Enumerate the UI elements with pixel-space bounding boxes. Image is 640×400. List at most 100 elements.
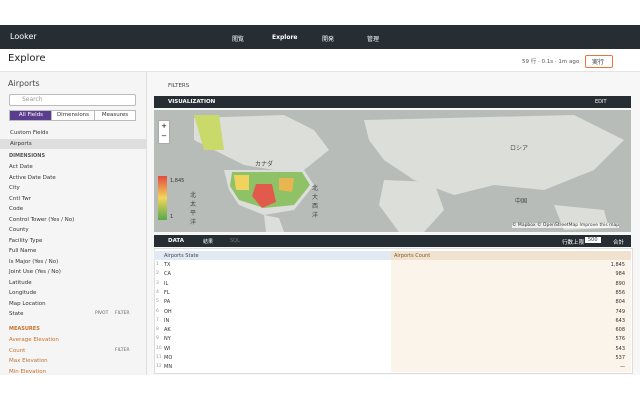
nav-menu-item[interactable]: 開発 [322,36,335,43]
explore-name: Airports [8,79,40,88]
explore-header [0,49,640,72]
totals-checkbox[interactable]: 合計 [613,240,625,246]
row-number: 5 [156,299,159,305]
measure-field[interactable]: Average Elevation [9,337,59,343]
measure-field[interactable]: Min Elevation [9,368,47,375]
map-attribution: © Mapbox © OpenStreetMap Improve this ma… [512,223,620,228]
dimension-field[interactable]: Cntl Twr [9,195,31,202]
state-cell: WI [164,345,171,352]
state-cell: FL [164,289,170,296]
dimension-field[interactable]: City [9,185,20,191]
field-tab[interactable]: Measures [94,110,136,121]
measure-column-bg [391,260,631,372]
run-button[interactable] [585,55,613,68]
dimension-field[interactable]: Map Location [9,300,46,307]
row-number: 1 [156,262,159,267]
data-tab[interactable]: 結果 [203,239,214,245]
edit-button[interactable]: EDIT [595,99,607,105]
count-cell: 804 [615,299,625,306]
count-cell: 543 [615,345,625,352]
data-label[interactable]: DATA [168,238,184,244]
column-header: Airports Count [394,253,431,259]
map-label: ロシア [510,145,529,152]
map-label: 北大西洋 [312,185,322,219]
state-cell: IN [164,317,170,324]
row-limit-input[interactable]: 500 [585,237,601,243]
data-tab[interactable]: SQL [230,238,240,244]
measure-field[interactable]: Max Elevation [9,358,48,364]
field-group[interactable]: Airports [10,141,32,147]
map [154,110,631,232]
dimension-field[interactable]: Code [9,206,24,212]
logo: Looker [10,32,37,41]
row-number: 10 [156,345,162,351]
row-number: 7 [156,317,159,323]
nav-menu-item[interactable]: Explore [272,34,298,41]
dimension-field[interactable]: Facility Type [9,237,43,244]
count-cell: 749 [615,308,625,315]
map-label: 北太平洋 [190,192,200,226]
dimension-field[interactable]: State [9,311,24,317]
dimension-field[interactable]: Full Name [9,248,37,254]
dimension-field[interactable]: County [9,227,29,233]
state-cell: OH [164,308,172,315]
row-number: 3 [156,280,159,286]
map-legend-scale [158,176,167,220]
visualization-bar[interactable] [154,96,631,108]
field-group[interactable]: Custom Fields [10,130,49,136]
filters-toggle[interactable]: FILTERS [168,83,190,89]
zoom-control[interactable]: + − [158,120,170,144]
query-status: 59 行 · 0.1s · 1m ago [522,59,580,65]
legend-min: 1 [170,214,174,220]
pivot-action[interactable]: PIVOT [95,311,109,316]
row-number: 4 [156,289,159,295]
dimension-field[interactable]: Control Tower (Yes / No) [9,216,75,223]
dimension-field[interactable]: Is Major (Yes / No) [9,258,59,265]
airports-group-bg [0,139,146,149]
search-box[interactable] [9,94,136,106]
count-cell: 856 [615,289,625,296]
state-cell: CA [164,271,171,278]
data-bar[interactable] [154,235,631,247]
page-title: Explore [8,53,46,64]
filter-action[interactable]: FILTER [115,348,130,353]
dimension-field[interactable]: Joint Use (Yes / No) [9,269,61,275]
column-header: Airports State [164,253,199,259]
section-label: MEASURES [9,326,40,332]
search-placeholder[interactable]: Search [22,96,43,103]
count-cell: — [620,364,625,371]
state-cell: TX [164,262,171,268]
state-cell: NY [164,336,171,343]
state-cell: PA [164,299,171,306]
dimension-field[interactable]: Active Date Date [9,174,56,181]
nav-menu-item[interactable]: 管理 [367,36,380,43]
state-cell: IL [164,280,169,287]
row-number: 6 [156,308,159,314]
filter-action[interactable]: FILTER [115,311,130,316]
count-cell: 537 [615,355,625,361]
map-label: カナダ [255,161,274,168]
field-tab[interactable]: All Fields [9,110,53,121]
top-nav [0,25,640,49]
row-limit-label: 行数上限 [562,240,585,246]
dimension-header-bg [154,251,391,260]
dimension-field[interactable]: Latitude [9,279,32,286]
row-number: 12 [156,364,162,370]
legend-max: 1,845 [170,178,185,184]
state-cell: AK [164,327,171,334]
sidebar [0,72,147,375]
dimension-field[interactable]: Act Date [9,164,33,170]
visualization-label[interactable]: VISUALIZATION [168,99,216,105]
count-cell: 576 [615,336,625,343]
measure-field[interactable]: Count [9,347,26,354]
count-cell: 643 [615,317,625,324]
field-tab[interactable]: Dimensions [51,110,95,121]
nav-menu-item[interactable]: 閲覧 [232,36,245,43]
section-label: DIMENSIONS [9,153,46,159]
count-cell: 890 [615,280,625,287]
run-button-label[interactable]: 実行 [592,59,605,66]
row-number: 9 [156,336,159,342]
dimension-field[interactable]: Longitude [9,290,37,296]
count-cell: 1,845 [610,262,625,268]
